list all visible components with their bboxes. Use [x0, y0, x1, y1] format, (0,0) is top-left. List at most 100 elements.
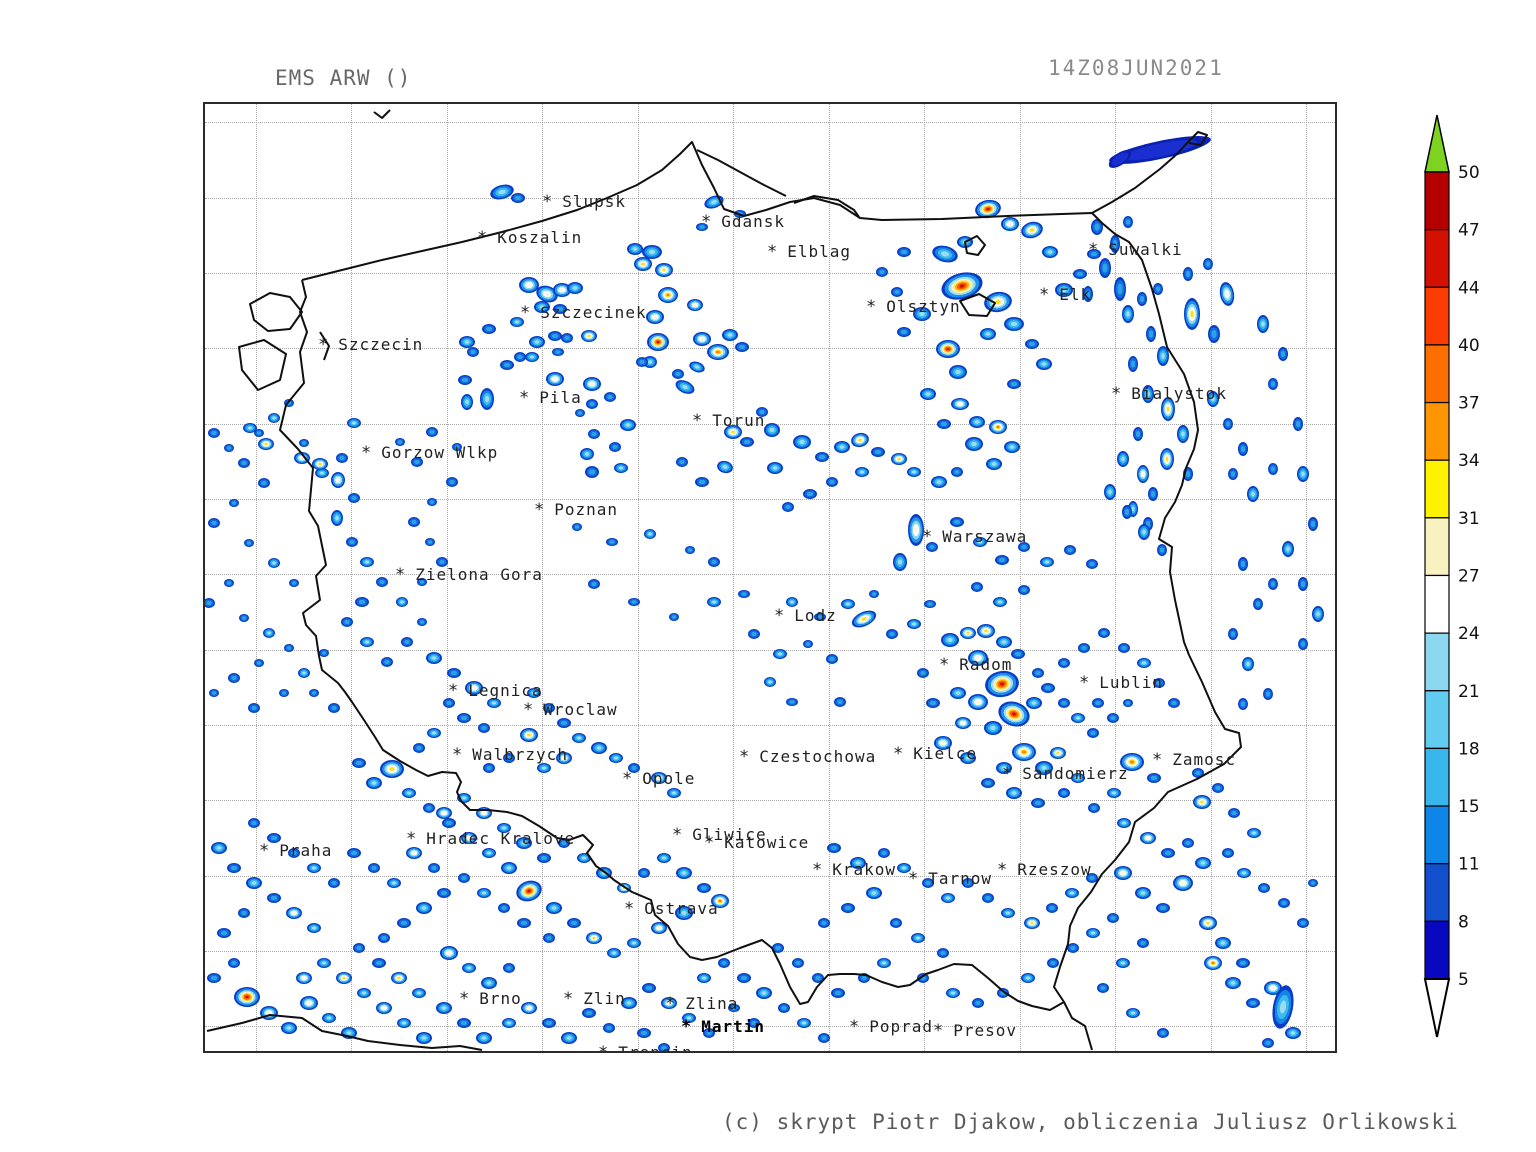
city-sandomierz: * Sandomierz — [1002, 764, 1129, 784]
colorbar-segment — [1424, 632, 1450, 692]
border-path — [793, 195, 860, 218]
radar-echo — [1135, 887, 1151, 899]
radar-echo — [423, 803, 435, 813]
radar-echo — [1282, 541, 1294, 557]
city-marker-icon: * — [1152, 750, 1164, 770]
city-label: Hradec Kralove — [426, 829, 576, 848]
gridline-vertical — [733, 104, 734, 1051]
radar-echo — [207, 973, 221, 983]
colorbar-segment — [1424, 286, 1450, 346]
radar-echo — [815, 452, 829, 462]
radar-echo — [786, 698, 798, 706]
radar-echo — [263, 628, 275, 638]
radar-echo — [767, 462, 783, 474]
radar-echo — [417, 618, 427, 626]
radar-echo — [447, 668, 461, 678]
gridline-vertical — [1020, 104, 1021, 1051]
city-label: Gliwice — [692, 825, 767, 844]
city-label: Torun — [712, 411, 766, 430]
city-marker-icon: * — [361, 443, 373, 463]
radar-echo — [425, 538, 435, 546]
radar-echo — [672, 369, 684, 379]
radar-echo — [546, 372, 564, 386]
radar-echo — [1161, 848, 1175, 858]
radar-echo — [1268, 378, 1278, 390]
radar-echo — [1298, 577, 1308, 591]
radar-echo — [1128, 356, 1138, 372]
city-label: Rzeszow — [1017, 860, 1092, 879]
radar-echo — [411, 457, 423, 467]
colorbar-segment — [1424, 171, 1450, 231]
radar-echo — [1236, 958, 1250, 968]
city-marker-icon: * — [922, 527, 934, 547]
colorbar-tick-label: 37 — [1458, 394, 1480, 414]
radar-echo — [529, 336, 545, 348]
colorbar-tick-label: 11 — [1458, 855, 1480, 875]
radar-echo — [980, 328, 996, 340]
radar-echo — [1195, 857, 1211, 869]
city-label: Suwalki — [1108, 240, 1183, 259]
radar-echo — [920, 388, 936, 400]
radar-echo — [773, 649, 787, 659]
radar-echo — [786, 597, 798, 607]
radar-echo — [917, 973, 929, 983]
colorbar-under-arrow — [1423, 977, 1451, 1038]
radar-echo — [397, 918, 411, 928]
radar-echo — [876, 267, 888, 277]
city-elblag: * Elblag — [767, 242, 851, 262]
gridline-vertical — [829, 104, 830, 1051]
radar-echo — [1041, 683, 1055, 693]
radar-echo — [1278, 347, 1288, 361]
city-poznan: * Poznan — [534, 500, 618, 520]
radar-echo — [417, 578, 427, 586]
radar-echo — [331, 472, 345, 488]
radar-echo — [1018, 585, 1030, 595]
radar-echo — [583, 377, 601, 391]
city-poprad: * Poprad — [849, 1017, 933, 1037]
city-label: Wroclaw — [543, 700, 618, 719]
radar-echo — [208, 518, 220, 528]
radar-echo — [553, 283, 571, 297]
radar-echo — [841, 599, 855, 609]
city-label: Zamosc — [1172, 750, 1237, 769]
city-marker-icon: * — [459, 989, 471, 1009]
radar-echo — [586, 932, 602, 944]
city-label: Koszalin — [497, 228, 583, 247]
radar-echo — [322, 1013, 336, 1023]
radar-echo — [634, 257, 652, 271]
radar-echo — [907, 467, 921, 477]
colorbar-tick-label: 15 — [1458, 797, 1480, 817]
radar-echo — [1046, 903, 1058, 913]
radar-echo — [572, 733, 586, 743]
colorbar-tick-label: 8 — [1458, 912, 1469, 932]
radar-echo — [831, 988, 845, 998]
radar-echo — [1157, 544, 1167, 556]
city-marker-icon: * — [812, 860, 824, 880]
radar-echo — [907, 619, 921, 629]
city-zamosc: * Zamosc — [1152, 750, 1236, 770]
radar-echo — [740, 437, 754, 447]
radar-echo — [696, 223, 708, 231]
city-walbrzych: * Walbrzych — [452, 745, 568, 765]
radar-echo — [234, 987, 260, 1007]
radar-echo — [1055, 283, 1073, 297]
radar-echo — [711, 894, 729, 908]
radar-echo — [897, 327, 911, 337]
radar-echo — [1114, 866, 1132, 880]
gridline-vertical — [542, 104, 543, 1051]
radar-echo — [603, 1023, 615, 1033]
radar-echo — [1122, 505, 1132, 519]
city-ostrava: * Ostrava — [624, 899, 719, 919]
radar-echo — [826, 654, 838, 664]
radar-echo — [437, 888, 451, 898]
radar-echo — [1004, 317, 1024, 331]
radar-echo — [1065, 888, 1079, 898]
city-label: Radom — [959, 655, 1013, 674]
radar-echo — [503, 753, 515, 763]
city-warszawa: * Warszawa — [922, 527, 1027, 547]
radar-echo — [501, 862, 517, 874]
radar-echo — [1035, 761, 1053, 775]
radar-echo — [841, 903, 855, 913]
radar-echo — [1118, 643, 1130, 653]
radar-echo — [1099, 258, 1111, 278]
